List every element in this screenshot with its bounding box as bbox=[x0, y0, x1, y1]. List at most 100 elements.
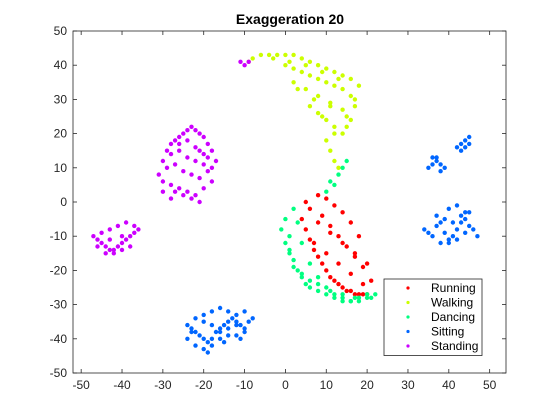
point-standing-0-25 bbox=[189, 172, 194, 177]
point-standing-0-23 bbox=[172, 162, 178, 167]
point-running-0-26 bbox=[336, 234, 341, 239]
point-standing-1-11 bbox=[136, 227, 141, 232]
point-sitting-1-8 bbox=[454, 227, 460, 232]
point-walking-0-24 bbox=[352, 104, 358, 109]
point-standing-2-1 bbox=[242, 62, 247, 68]
point-sitting-1-10 bbox=[463, 216, 468, 222]
point-sitting-0-5 bbox=[205, 340, 210, 345]
point-standing-0-45 bbox=[168, 196, 174, 201]
point-walking-0-3 bbox=[266, 52, 272, 58]
point-walking-0-11 bbox=[332, 69, 337, 75]
point-running-0-21 bbox=[348, 220, 353, 225]
point-running-0-29 bbox=[360, 264, 366, 270]
point-walking-0-20 bbox=[324, 80, 329, 85]
point-sitting-1-2 bbox=[430, 234, 435, 239]
point-running-0-41 bbox=[364, 261, 370, 266]
point-walking-0-22 bbox=[340, 86, 345, 92]
point-standing-1-21 bbox=[95, 244, 100, 249]
point-standing-1-14 bbox=[115, 223, 121, 229]
point-standing-0-6 bbox=[181, 131, 186, 136]
point-running-0-1 bbox=[303, 227, 308, 232]
legend-marker-dancing bbox=[406, 315, 410, 319]
point-sitting-0-8 bbox=[217, 326, 223, 331]
point-standing-0-16 bbox=[168, 182, 174, 188]
point-sitting-1-7 bbox=[450, 234, 456, 239]
point-sitting-0-2 bbox=[193, 329, 198, 335]
point-standing-1-17 bbox=[103, 251, 108, 256]
point-walking-0-32 bbox=[324, 117, 329, 123]
point-standing-0-14 bbox=[213, 158, 219, 164]
point-sitting-0-24 bbox=[185, 336, 190, 341]
point-sitting-1-20 bbox=[450, 220, 456, 225]
point-standing-1-7 bbox=[119, 240, 125, 246]
point-walking-0-27 bbox=[315, 93, 321, 99]
point-sitting-1-14 bbox=[454, 237, 460, 242]
point-standing-1-10 bbox=[132, 230, 137, 235]
legend-label-standing: Standing bbox=[431, 339, 478, 353]
point-sitting-2-10 bbox=[463, 138, 468, 143]
point-standing-1-23 bbox=[119, 234, 125, 239]
legend-label-sitting: Sitting bbox=[431, 325, 464, 339]
point-dancing-0-4 bbox=[295, 268, 300, 273]
point-walking-0-46 bbox=[311, 97, 317, 102]
point-dancing-0-33 bbox=[279, 227, 284, 232]
point-sitting-0-25 bbox=[193, 343, 198, 348]
point-sitting-2-7 bbox=[438, 169, 443, 174]
point-sitting-0-15 bbox=[246, 319, 251, 324]
point-walking-0-45 bbox=[295, 86, 300, 92]
point-sitting-0-27 bbox=[209, 343, 215, 348]
legend-marker-sitting bbox=[406, 329, 410, 334]
point-walking-0-28 bbox=[328, 100, 333, 106]
point-walking-0-34 bbox=[340, 131, 345, 136]
point-running-0-40 bbox=[352, 251, 358, 256]
point-running-0-3 bbox=[311, 247, 317, 253]
point-running-0-32 bbox=[324, 251, 329, 256]
point-sitting-2-4 bbox=[442, 165, 447, 170]
point-walking-0-41 bbox=[303, 62, 308, 68]
y-tick-label: 30 bbox=[54, 92, 68, 106]
point-running-0-23 bbox=[307, 206, 313, 211]
point-sitting-2-14 bbox=[467, 141, 472, 147]
point-walking-0-16 bbox=[291, 66, 296, 71]
point-standing-0-43 bbox=[209, 165, 215, 170]
point-running-0-28 bbox=[352, 254, 358, 259]
point-dancing-0-13 bbox=[356, 299, 362, 304]
point-standing-0-41 bbox=[201, 151, 206, 157]
point-walking-0-10 bbox=[324, 66, 329, 71]
point-walking-0-43 bbox=[336, 76, 341, 82]
point-sitting-0-6 bbox=[209, 336, 215, 341]
point-dancing-0-22 bbox=[332, 292, 337, 297]
point-dancing-0-36 bbox=[291, 264, 296, 270]
point-sitting-1-9 bbox=[458, 220, 464, 225]
point-standing-1-16 bbox=[132, 223, 137, 229]
point-walking-0-35 bbox=[324, 138, 329, 143]
point-walking-0-7 bbox=[299, 56, 304, 61]
point-sitting-0-35 bbox=[226, 326, 231, 331]
point-running-0-12 bbox=[348, 288, 353, 294]
point-dancing-0-21 bbox=[324, 285, 329, 290]
point-dancing-0-42 bbox=[352, 295, 358, 300]
point-standing-0-26 bbox=[197, 175, 202, 181]
legend-label-dancing: Dancing bbox=[431, 310, 475, 324]
point-sitting-1-3 bbox=[434, 223, 439, 229]
y-tick-label: 0 bbox=[60, 195, 67, 209]
y-tick-label: -40 bbox=[50, 332, 68, 346]
point-standing-0-32 bbox=[201, 162, 206, 167]
point-walking-0-48 bbox=[344, 114, 349, 119]
point-sitting-0-36 bbox=[234, 322, 239, 328]
point-sitting-0-31 bbox=[242, 329, 247, 335]
point-standing-0-35 bbox=[189, 196, 194, 201]
point-running-0-20 bbox=[340, 210, 345, 215]
point-sitting-1-21 bbox=[458, 213, 464, 218]
x-tick-label: 40 bbox=[442, 378, 456, 392]
point-standing-2-2 bbox=[246, 59, 251, 64]
point-sitting-2-11 bbox=[467, 134, 472, 140]
x-tick-label: 50 bbox=[483, 378, 497, 392]
point-running-0-8 bbox=[332, 278, 337, 283]
point-sitting-2-9 bbox=[458, 141, 464, 147]
y-tick-label: -10 bbox=[50, 229, 68, 243]
point-sitting-0-21 bbox=[226, 309, 231, 314]
point-walking-0-2 bbox=[258, 52, 264, 58]
